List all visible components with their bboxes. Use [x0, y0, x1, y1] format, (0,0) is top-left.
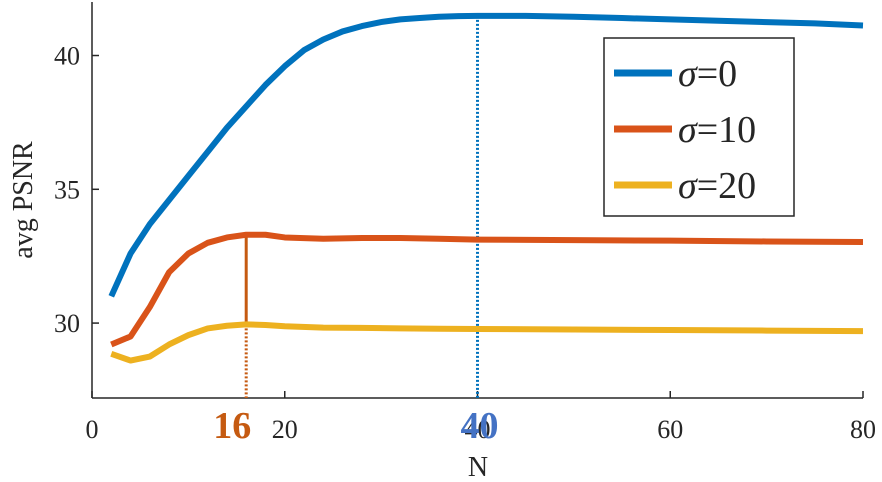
x-tick-label: 80 — [850, 415, 876, 444]
series-line-2 — [110, 321, 864, 364]
annotation-lines — [244, 15, 479, 398]
y-tick-label: 35 — [54, 175, 80, 204]
legend-label: σ=10 — [678, 109, 756, 151]
annotation-label: 40 — [461, 405, 499, 447]
x-tick-label: 40 — [465, 415, 491, 444]
x-tick-label: 60 — [657, 415, 683, 444]
series-line-1 — [110, 231, 864, 348]
legend-label: σ=20 — [678, 165, 756, 207]
annotation-label: 16 — [213, 405, 251, 447]
x-axis-label: N — [468, 452, 488, 482]
annotation-labels: 16 40 — [213, 405, 498, 447]
series-line-0 — [108, 12, 864, 298]
axes: 0 20 40 60 80 30 35 40 — [54, 2, 876, 444]
y-axis-label: avg PSNR — [8, 141, 39, 259]
series-lines — [108, 12, 864, 364]
y-tick-label: 40 — [54, 42, 80, 71]
x-tick-label: 20 — [272, 415, 298, 444]
x-tick-label: 0 — [86, 415, 99, 444]
legend-label: σ=0 — [678, 53, 737, 95]
y-tick-label: 30 — [54, 309, 80, 338]
legend: σ=0 σ=10 σ=20 — [603, 37, 795, 217]
